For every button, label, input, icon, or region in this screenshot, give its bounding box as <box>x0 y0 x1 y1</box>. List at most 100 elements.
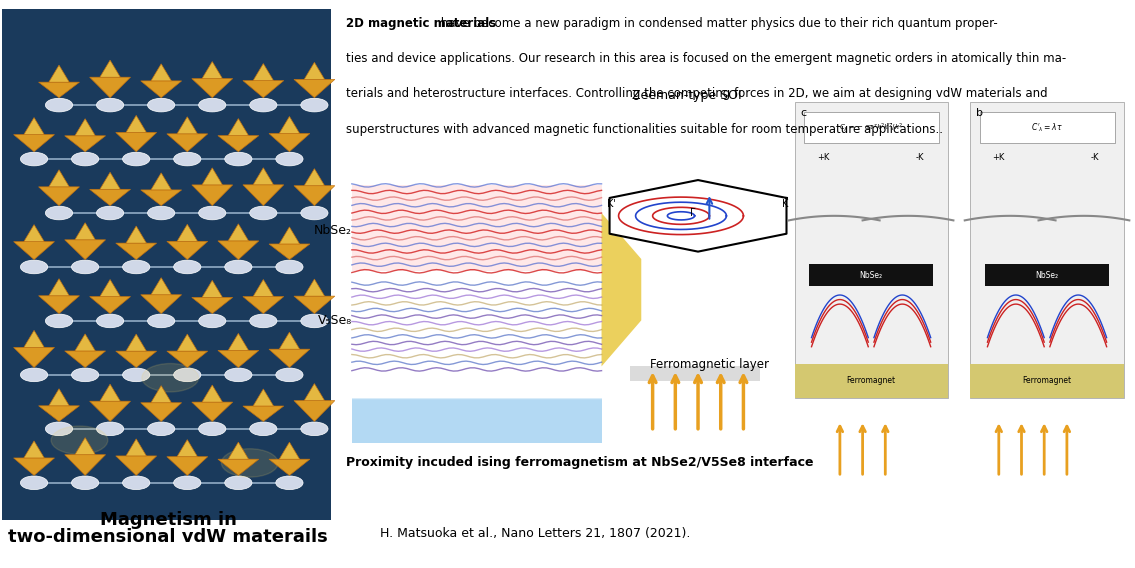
FancyBboxPatch shape <box>809 264 933 286</box>
Circle shape <box>148 422 175 436</box>
Circle shape <box>174 476 201 490</box>
Text: have become a new paradigm in condensed matter physics due to their rich quantum: have become a new paradigm in condensed … <box>437 17 998 30</box>
FancyBboxPatch shape <box>804 112 939 143</box>
Polygon shape <box>126 334 146 351</box>
Polygon shape <box>90 77 131 98</box>
Polygon shape <box>192 298 233 314</box>
Text: NbSe₂: NbSe₂ <box>859 271 883 280</box>
FancyBboxPatch shape <box>980 112 1115 143</box>
Polygon shape <box>202 61 222 78</box>
Text: superstructures with advanced magnetic functionalities suitable for room tempera: superstructures with advanced magnetic f… <box>346 123 943 136</box>
Circle shape <box>301 314 328 328</box>
Polygon shape <box>228 333 249 350</box>
Circle shape <box>45 422 73 436</box>
Polygon shape <box>24 331 44 348</box>
Polygon shape <box>14 241 54 260</box>
Polygon shape <box>100 384 120 401</box>
Text: Proximity incuded ising ferromagnetism at NbSe2/V5Se8 interface: Proximity incuded ising ferromagnetism a… <box>346 456 814 469</box>
Polygon shape <box>100 279 120 296</box>
FancyBboxPatch shape <box>340 136 613 443</box>
Polygon shape <box>49 389 69 406</box>
Text: Ferromagnet: Ferromagnet <box>1023 376 1071 385</box>
Polygon shape <box>602 213 641 366</box>
Polygon shape <box>126 439 146 456</box>
Text: -K: -K <box>915 153 924 162</box>
Polygon shape <box>14 458 54 475</box>
Circle shape <box>199 422 226 436</box>
Polygon shape <box>253 389 274 406</box>
Polygon shape <box>75 119 95 136</box>
Polygon shape <box>75 223 95 240</box>
Circle shape <box>250 206 277 220</box>
FancyBboxPatch shape <box>2 9 331 520</box>
Text: two-dimensional vdW materails: two-dimensional vdW materails <box>8 528 328 546</box>
Circle shape <box>72 368 99 382</box>
Polygon shape <box>39 296 79 314</box>
Polygon shape <box>228 119 249 136</box>
Text: Ferromagnet: Ferromagnet <box>847 376 896 385</box>
Polygon shape <box>228 224 249 241</box>
Polygon shape <box>116 243 157 260</box>
Polygon shape <box>202 168 222 185</box>
Polygon shape <box>49 65 69 82</box>
FancyBboxPatch shape <box>352 398 602 443</box>
Polygon shape <box>294 296 335 314</box>
Text: ties and device applications. Our research in this area is focused on the emerge: ties and device applications. Our resear… <box>346 52 1067 65</box>
Circle shape <box>301 98 328 112</box>
Polygon shape <box>269 133 310 152</box>
FancyBboxPatch shape <box>630 366 760 381</box>
Circle shape <box>250 314 277 328</box>
Polygon shape <box>90 296 131 314</box>
Circle shape <box>199 206 226 220</box>
Polygon shape <box>24 441 44 458</box>
Circle shape <box>174 368 201 382</box>
Text: +K: +K <box>993 153 1004 162</box>
FancyBboxPatch shape <box>970 364 1124 398</box>
Polygon shape <box>177 224 197 241</box>
Circle shape <box>301 422 328 436</box>
Polygon shape <box>65 351 106 367</box>
Polygon shape <box>243 406 284 421</box>
Circle shape <box>45 98 73 112</box>
Polygon shape <box>39 82 79 98</box>
Polygon shape <box>304 62 325 80</box>
Polygon shape <box>177 117 197 134</box>
Circle shape <box>123 260 150 274</box>
Polygon shape <box>269 349 310 367</box>
Circle shape <box>45 206 73 220</box>
Polygon shape <box>609 180 787 252</box>
Circle shape <box>276 152 303 166</box>
Circle shape <box>276 368 303 382</box>
Polygon shape <box>253 64 274 81</box>
Polygon shape <box>218 459 259 475</box>
Circle shape <box>225 476 252 490</box>
Circle shape <box>148 98 175 112</box>
Circle shape <box>225 260 252 274</box>
FancyBboxPatch shape <box>794 364 948 398</box>
Text: Magnetism in: Magnetism in <box>100 511 236 529</box>
Polygon shape <box>151 64 171 81</box>
Text: $C'_\lambda = \lambda\tau$: $C'_\lambda = \lambda\tau$ <box>1032 122 1062 134</box>
Circle shape <box>148 314 175 328</box>
Circle shape <box>123 476 150 490</box>
Circle shape <box>199 314 226 328</box>
Polygon shape <box>24 224 44 241</box>
Circle shape <box>123 368 150 382</box>
Circle shape <box>174 152 201 166</box>
Circle shape <box>96 422 124 436</box>
Polygon shape <box>24 118 44 135</box>
Polygon shape <box>100 60 120 77</box>
Circle shape <box>45 314 73 328</box>
Polygon shape <box>141 81 182 98</box>
Polygon shape <box>151 278 171 295</box>
Polygon shape <box>167 134 208 152</box>
Polygon shape <box>243 81 284 98</box>
Circle shape <box>301 206 328 220</box>
Polygon shape <box>167 351 208 367</box>
FancyBboxPatch shape <box>794 102 948 398</box>
Circle shape <box>72 152 99 166</box>
Polygon shape <box>90 189 131 206</box>
Polygon shape <box>65 136 106 152</box>
Circle shape <box>123 152 150 166</box>
Text: V₅Se₈: V₅Se₈ <box>318 315 352 327</box>
